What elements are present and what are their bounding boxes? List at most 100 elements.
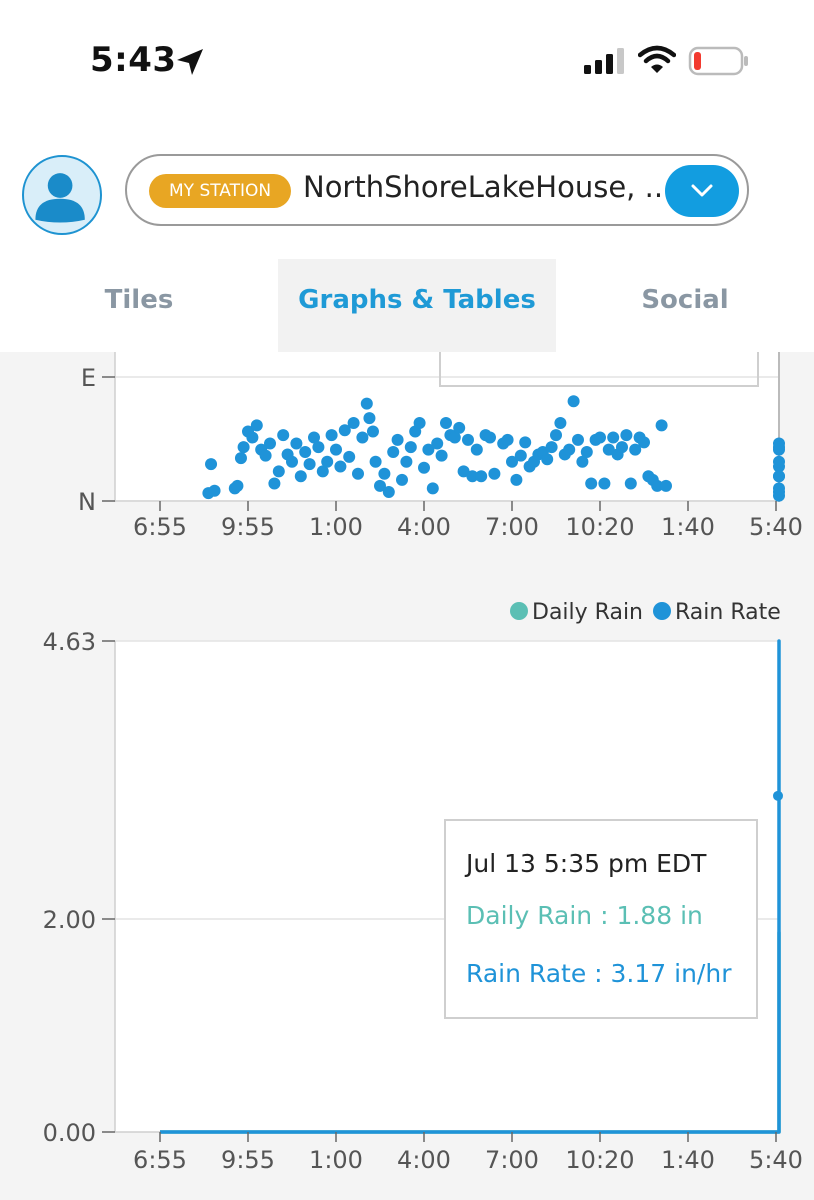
wind-point: [514, 449, 527, 462]
rain-x-ticks: 6:55 9:55 1:00 4:00 7:00 10:20 1:40 5:40: [133, 1132, 803, 1174]
rain-rate-hover-marker: [773, 790, 783, 801]
tab-tiles[interactable]: Tiles: [104, 285, 174, 315]
tab-bar: Tiles Graphs & Tables Social: [0, 259, 814, 352]
wind-point: [303, 458, 316, 471]
wind-point: [334, 460, 347, 473]
station-selector[interactable]: MY STATION NorthShoreLakeHouse, ...: [125, 154, 749, 226]
wind-point: [237, 441, 250, 454]
rain-ylabel-top: 4.63: [43, 628, 96, 656]
wind-point: [624, 477, 637, 490]
wind-point: [448, 431, 461, 444]
station-dropdown-button[interactable]: [665, 165, 739, 217]
cellular-signal-icon: [584, 48, 624, 74]
wind-point: [290, 437, 303, 450]
wind-point: [660, 479, 672, 492]
x-tick-label: 5:40: [749, 513, 803, 541]
wind-point: [462, 433, 474, 446]
wind-point: [396, 473, 408, 486]
wind-point: [607, 431, 620, 444]
wind-point: [550, 429, 562, 442]
wind-point: [629, 443, 642, 456]
wind-point: [347, 416, 360, 429]
wind-point: [541, 453, 554, 466]
wind-point: [475, 470, 488, 483]
wind-point: [484, 431, 496, 444]
wind-point: [572, 433, 584, 446]
legend-rain-rate[interactable]: Rain Rate: [675, 600, 781, 625]
wind-point: [501, 433, 514, 446]
wind-point: [567, 395, 580, 408]
legend-daily-rain-swatch[interactable]: [510, 602, 528, 620]
tooltip-time: Jul 13 5:35 pm EDT: [466, 849, 707, 878]
wind-point: [576, 455, 589, 468]
wind-point: [545, 441, 558, 454]
rain-ylabel-zero: 0.00: [43, 1119, 96, 1147]
wind-direction-chart: E N 6:55 9:55 1:00 4:00 7:00 10:20 1:40 5:40: [78, 352, 803, 541]
x-tick-label: 4:00: [397, 513, 451, 541]
x-tick-label: 10:20: [565, 1146, 634, 1174]
battery-low-icon: [688, 46, 748, 76]
wind-point: [374, 479, 386, 492]
legend-rain-rate-swatch[interactable]: [653, 602, 671, 620]
wind-point: [299, 446, 312, 459]
wind-point: [510, 473, 523, 486]
wind-point: [286, 455, 298, 468]
wind-point: [360, 397, 373, 410]
tab-graphs-tables[interactable]: Graphs & Tables: [278, 259, 556, 352]
avatar[interactable]: [22, 155, 102, 235]
wind-tooltip-box: [439, 352, 759, 387]
wind-point: [773, 482, 785, 495]
wind-point: [382, 485, 395, 498]
wind-point: [352, 467, 364, 480]
x-tick-label: 1:00: [309, 1146, 363, 1174]
wind-point: [594, 431, 606, 444]
wind-x-ticks: 6:55 9:55 1:00 4:00 7:00 10:20 1:40 5:40: [133, 501, 803, 541]
x-tick-label: 4:00: [397, 1146, 451, 1174]
wind-point: [470, 443, 483, 456]
wind-point: [773, 455, 785, 468]
wind-point: [234, 452, 247, 465]
wind-point: [321, 455, 334, 468]
wind-point: [488, 467, 501, 480]
wind-point: [400, 455, 413, 468]
legend-daily-rain[interactable]: Daily Rain: [532, 600, 643, 625]
wind-point: [655, 419, 668, 432]
wind-point: [404, 441, 417, 454]
wind-point: [580, 446, 593, 459]
wind-points: [202, 395, 785, 502]
wind-point: [312, 441, 325, 454]
wind-point: [602, 443, 615, 456]
x-tick-label: 5:40: [749, 1146, 803, 1174]
wind-ylabel-e: E: [81, 364, 96, 392]
wifi-icon: [638, 45, 676, 73]
wind-point: [316, 465, 329, 478]
wind-point: [466, 470, 479, 483]
wind-point: [506, 455, 518, 468]
tooltip-daily-rain: Daily Rain : 1.88 in: [466, 901, 703, 930]
wind-point: [325, 429, 338, 442]
x-tick-label: 7:00: [485, 513, 539, 541]
wind-point: [391, 433, 404, 446]
x-tick-label: 1:40: [661, 513, 715, 541]
wind-point: [268, 477, 281, 490]
wind-point: [554, 416, 567, 429]
status-time: 5:43: [90, 40, 177, 80]
wind-point: [431, 437, 444, 450]
x-tick-label: 9:55: [221, 513, 275, 541]
wind-point: [413, 416, 426, 429]
wind-point: [378, 467, 391, 480]
x-tick-label: 6:55: [133, 1146, 187, 1174]
wind-point: [453, 421, 466, 434]
wind-point: [422, 443, 435, 456]
rain-tooltip: Jul 13 5:35 pm EDT Daily Rain : 1.88 in …: [444, 819, 758, 1019]
wind-point: [294, 470, 307, 483]
x-tick-label: 1:40: [661, 1146, 715, 1174]
tooltip-rain-rate: Rain Rate : 3.17 in/hr: [466, 959, 732, 988]
wind-point: [250, 419, 263, 432]
status-bar: 5:43: [0, 0, 814, 120]
wind-point: [369, 455, 382, 468]
wind-point: [620, 429, 633, 442]
rain-ylabel-mid: 2.00: [43, 906, 96, 934]
tab-social[interactable]: Social: [641, 285, 729, 315]
